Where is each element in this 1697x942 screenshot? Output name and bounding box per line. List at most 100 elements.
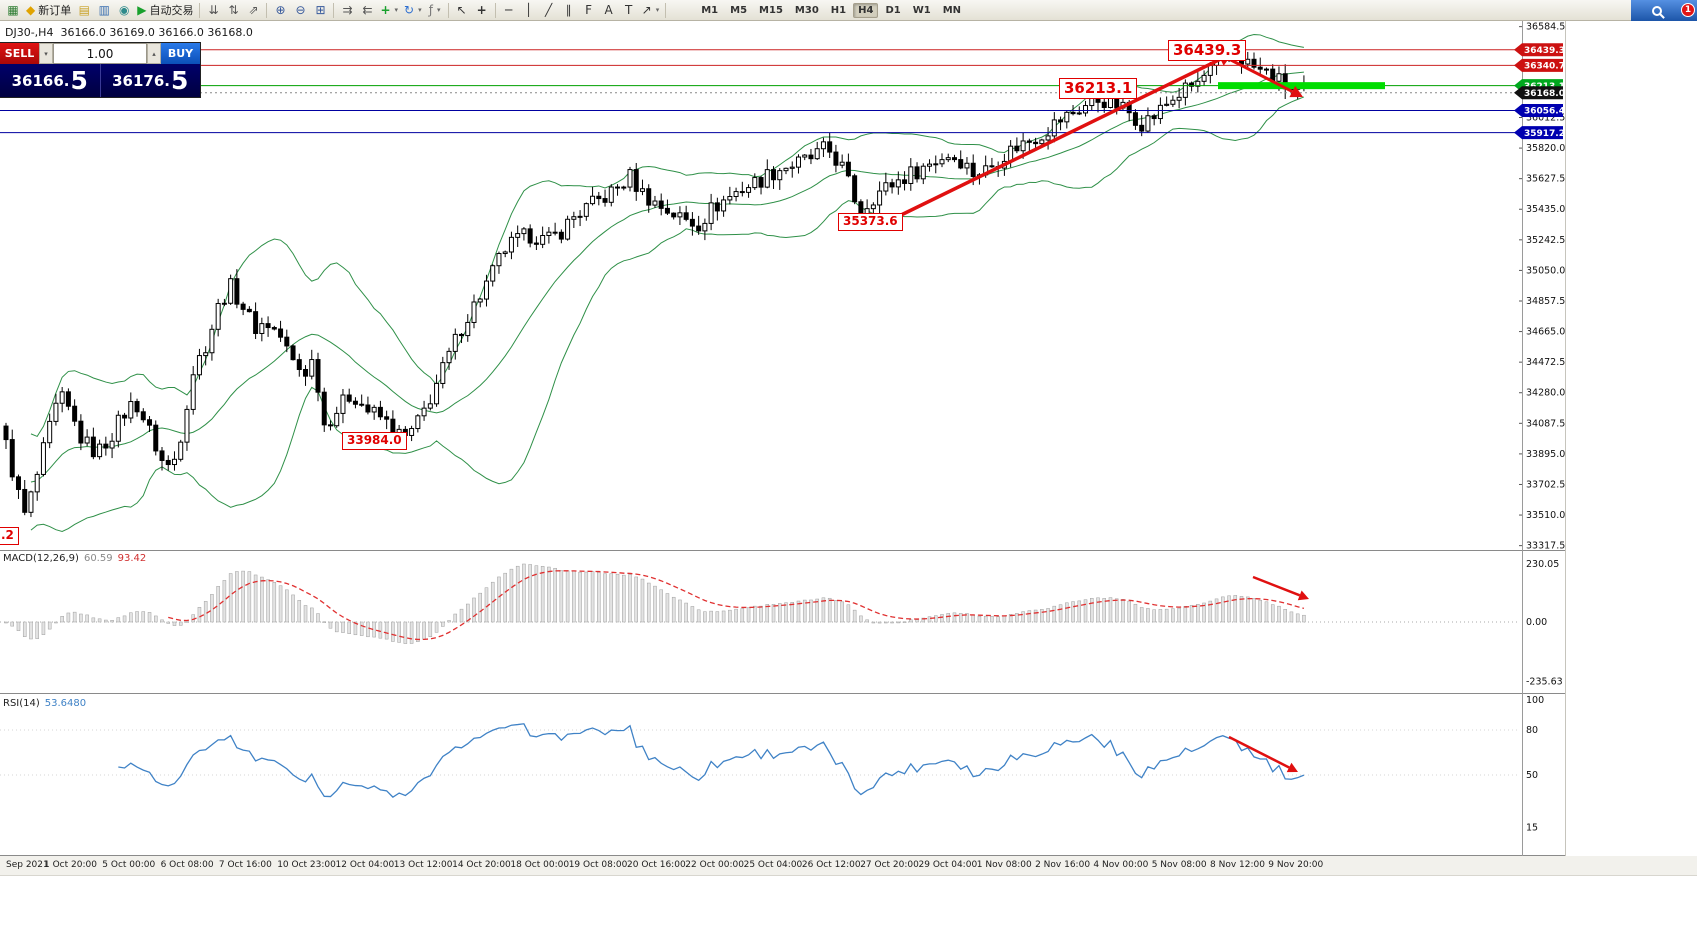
rsi-scale-tick: 80 (1526, 725, 1538, 736)
text-icon[interactable]: A (599, 1, 619, 19)
timeframe-m30[interactable]: M30 (794, 4, 819, 16)
funds-icon[interactable]: ▤ (74, 1, 94, 19)
time-label: 8 Nov 12:00 (1210, 860, 1265, 870)
chart-window-icon[interactable]: ▦ (3, 1, 23, 19)
price-annotation-label[interactable]: 36213.1 (1059, 78, 1138, 100)
buy-price[interactable]: 36176. 5 (101, 64, 201, 97)
zoom-in-icon: ⊕ (275, 3, 286, 17)
price-annotation-label[interactable]: 33984.0 (342, 432, 407, 450)
timeframe-h1[interactable]: H1 (830, 4, 847, 16)
timeframe-d1[interactable]: D1 (885, 4, 901, 16)
add-indicator-button[interactable]: + ▾ (377, 1, 401, 19)
price-tick: 33702.5 (1526, 479, 1565, 490)
time-label: 1 Nov 08:00 (976, 860, 1032, 870)
trend-arrow-head (1297, 590, 1309, 601)
search-area[interactable]: 1 (1631, 0, 1697, 21)
volume-stepper[interactable]: ▴ (147, 43, 161, 64)
price-tick: 33895.0 (1526, 449, 1565, 460)
rsi-scale-tick: 15 (1526, 823, 1538, 834)
price-tick: 34857.5 (1526, 296, 1565, 307)
rsi-indicator-label: RSI(14) 53.6480 (3, 698, 86, 709)
cursor-icon[interactable]: ↖ (452, 1, 472, 19)
community-icon[interactable]: ◉ (114, 1, 134, 19)
crosshair-icon[interactable]: + (472, 1, 492, 19)
buy-button[interactable]: BUY (161, 43, 200, 64)
auto-trading-button-label: 自动交易 (149, 4, 194, 17)
profiles-icon[interactable]: ▥ (94, 1, 114, 19)
time-label: 26 Oct 12:00 (801, 860, 861, 870)
chart-window-icon: ▦ (7, 3, 19, 17)
zoom-out-icon[interactable]: ⊖ (290, 1, 310, 19)
periods-button[interactable]: ↻ ▾ (401, 1, 425, 19)
volume-input[interactable]: 1.00 (53, 43, 147, 64)
price-tick: 35435.0 (1526, 204, 1565, 215)
time-label: 29 Oct 04:00 (918, 860, 978, 870)
price-divider (99, 64, 101, 97)
label-icon[interactable]: T (619, 1, 639, 19)
timeframe-w1[interactable]: W1 (912, 4, 931, 16)
bars-chart-icon[interactable]: ⇊ (203, 1, 223, 19)
sell-price[interactable]: 36166. 5 (0, 64, 100, 97)
sell-button[interactable]: SELL (0, 43, 39, 64)
volume-dropdown[interactable]: ▾ (39, 43, 53, 64)
price-tick: 34472.5 (1526, 357, 1565, 368)
arrows-tool-button[interactable]: ↗ ▾ (639, 1, 663, 19)
price-axis[interactable]: 36584.5 36012.5 35820.0 35627.5 35435.0 35242… (1514, 22, 1565, 834)
chart-shift-icon[interactable]: ⇉ (337, 1, 357, 19)
price-annotation-label[interactable]: .2 (0, 527, 19, 545)
trendline-icon[interactable]: ╱ (539, 1, 559, 19)
toolbar-separator (199, 2, 201, 18)
channel-icon[interactable]: ∥ (559, 1, 579, 19)
price-line-marker (1514, 58, 1563, 72)
toolbar-separator (665, 2, 667, 18)
time-label: 14 Oct 20:00 (452, 860, 511, 870)
add-indicator-icon: + (380, 3, 391, 17)
timeframe-buttons: M1 M5 M15 M30 H1 H4 D1 W1 MN (695, 2, 967, 18)
timeframe-m1[interactable]: M1 (701, 4, 719, 16)
zoom-in-icon[interactable]: ⊕ (270, 1, 290, 19)
candlestick-chart-icon[interactable]: ⇅ (223, 1, 243, 19)
price-line-marker-label: 35917.2 (1524, 129, 1565, 139)
fibonacci-icon[interactable]: F (579, 1, 599, 19)
line-chart-icon: ⇗ (248, 3, 259, 17)
timeframe-mn[interactable]: MN (942, 4, 962, 16)
price-line-marker-label: 36056.4 (1524, 107, 1565, 117)
price-line-marker (1514, 126, 1563, 140)
auto-trading-button[interactable]: ▶ 自动交易 (134, 1, 196, 19)
tile-windows-icon[interactable]: ⊞ (310, 1, 330, 19)
green-highlight-band[interactable] (1218, 82, 1385, 90)
channel-icon: ∥ (565, 3, 572, 17)
auto-scroll-icon[interactable]: ⇇ (357, 1, 377, 19)
time-axis[interactable]: Sep 2021 1 Oct 20:00 5 Oct 00:00 6 Oct 08:0… (0, 856, 1697, 876)
timeframe-m5[interactable]: M5 (730, 4, 748, 16)
toolbar-separator (333, 2, 335, 18)
trade-panel-prices: 36166. 5 36176. 5 (0, 64, 200, 97)
templates-button[interactable]: ƒ ▾ (425, 1, 445, 19)
trend-arrow-shaft[interactable] (896, 57, 1222, 219)
time-label: 12 Oct 04:00 (335, 860, 395, 870)
trend-arrow-shaft[interactable] (1224, 55, 1294, 93)
new-order-button[interactable]: ◆ 新订单 (23, 1, 74, 19)
cursor-icon: ↖ (456, 3, 467, 17)
community-icon: ◉ (118, 3, 130, 17)
trend-arrow-shaft[interactable] (1228, 735, 1290, 769)
price-annotation-label[interactable]: 35373.6 (838, 213, 903, 231)
trend-arrow-head (1286, 762, 1298, 773)
line-chart-icon[interactable]: ⇗ (243, 1, 263, 19)
chart-title: DJ30-,H4 36166.0 36169.0 36166.0 36168.0 (5, 26, 253, 39)
time-label: 10 Oct 23:00 (277, 860, 336, 870)
macd-scale-tick: 0.00 (1526, 617, 1547, 628)
notification-badge[interactable]: 1 (1681, 3, 1695, 17)
timeframe-h4[interactable]: H4 (853, 2, 879, 18)
time-label: 9 Nov 20:00 (1268, 860, 1324, 870)
vertical-line-icon[interactable]: │ (519, 1, 539, 19)
arrows-tool-icon: ↗ (641, 3, 652, 17)
timeframe-m15[interactable]: M15 (759, 4, 783, 16)
trend-arrow-shaft[interactable] (1252, 575, 1301, 597)
price-annotation-label[interactable]: 36439.3 (1168, 40, 1247, 62)
profiles-icon: ▥ (98, 3, 110, 17)
horizontal-line-icon[interactable]: ─ (499, 1, 519, 19)
sell-price-main: 36166. (11, 71, 70, 90)
